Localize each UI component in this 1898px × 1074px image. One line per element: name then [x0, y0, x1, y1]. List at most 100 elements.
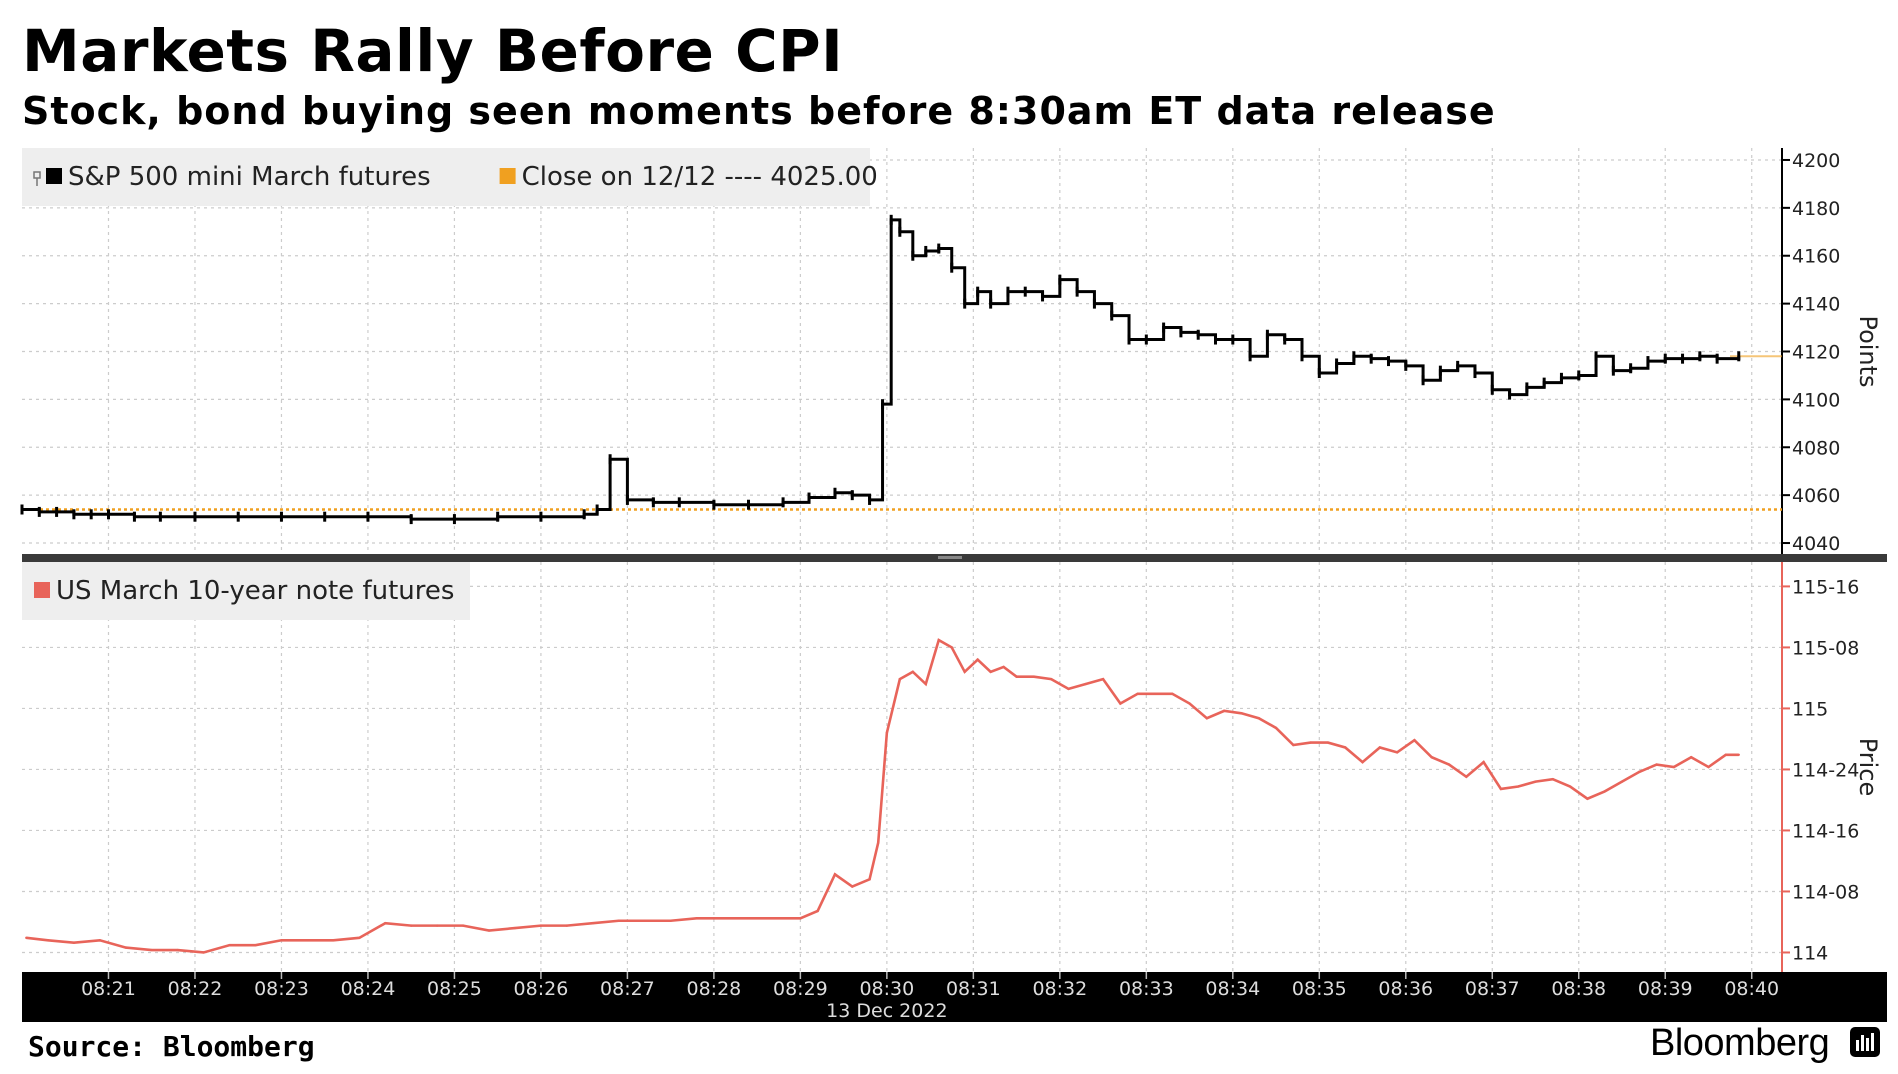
legend-swatch [46, 168, 62, 184]
spx-panel: 4200 4180 4160 4140 4120 4100 4080 4060 4040 Poin… [20, 148, 1882, 555]
x-tick-label: 08:27 [600, 978, 655, 1000]
bond-data-point [1430, 756, 1433, 759]
bond-data-point [150, 948, 153, 952]
x-tick-label: 08:38 [1551, 978, 1606, 1000]
bond-data-point [963, 670, 966, 674]
chart-title: Markets Rally Before CPI [22, 17, 844, 85]
bond-data-point [1205, 716, 1209, 720]
bond-data-point [1482, 760, 1485, 764]
bond-data-point [721, 917, 724, 920]
bloomberg-terminal-icon [1850, 1027, 1880, 1057]
bond-data-point [1465, 775, 1468, 778]
x-tick-label: 08:39 [1638, 978, 1693, 1000]
bond-data-point [911, 670, 915, 674]
ohlc-icon [33, 171, 41, 186]
bond-data-point [358, 936, 361, 940]
x-date-label: 13 Dec 2022 [826, 1000, 947, 1022]
bond-data-point [72, 941, 76, 944]
x-tick-label: 08:40 [1724, 978, 1779, 1000]
bond-data-point [747, 917, 750, 920]
bond-data-point [1378, 746, 1382, 749]
plot-area [22, 562, 1782, 972]
x-tick-label: 08:34 [1205, 978, 1260, 1000]
bond-data-point [868, 878, 871, 881]
bond-data-point [1240, 712, 1243, 715]
x-tick-label: 08:32 [1032, 978, 1087, 1000]
brand-logo: Bloomberg [1650, 1022, 1830, 1064]
bond-data-point [591, 921, 595, 925]
bond-data-point [976, 658, 979, 661]
bond-data-point [565, 924, 569, 927]
x-tick-label: 08:37 [1465, 978, 1520, 1000]
bond-data-point [202, 951, 205, 954]
y-tick-label: 4120 [1792, 342, 1840, 364]
bond-data-point [1638, 770, 1641, 774]
bond-data-point [1049, 677, 1053, 681]
y-tick-label: 4080 [1792, 437, 1840, 459]
y-axis-title: Price [1854, 738, 1882, 797]
bond-data-point [1067, 687, 1070, 691]
y-tick-label: 114-08 [1792, 881, 1859, 903]
y-tick-label: 115-16 [1792, 576, 1859, 598]
source-note: Source: Bloomberg [28, 1030, 315, 1063]
bond-data-point [816, 909, 819, 913]
x-axis-band [22, 972, 1887, 1022]
bond-data-point [25, 936, 28, 940]
bond-data-point [254, 943, 257, 947]
bond-data-point [1084, 682, 1087, 686]
bond-data-point [1292, 743, 1295, 747]
bond-data-point [937, 638, 940, 642]
bond-data-point [1689, 756, 1693, 759]
x-tick-label: 08:22 [168, 978, 223, 1000]
y-tick-label: 4140 [1792, 294, 1840, 316]
x-tick-label: 08:21 [81, 978, 136, 1000]
bond-data-point [1707, 765, 1710, 769]
x-tick-label: 08:30 [859, 978, 914, 1000]
y-tick-label: 115 [1792, 698, 1828, 720]
bond-data-point [1499, 787, 1503, 791]
x-tick-label: 08:25 [427, 978, 482, 1000]
bond-data-point [1586, 797, 1589, 800]
x-tick-label: 08:24 [341, 978, 396, 1000]
bond-data-point [98, 939, 102, 942]
bond-data-point [1153, 692, 1157, 695]
bond-data-point [409, 924, 413, 927]
bond-data-point [539, 924, 543, 927]
bond-data-point [617, 919, 620, 922]
bond-data-point [669, 919, 672, 922]
chart-canvas: 4200 4180 4160 4140 4120 4100 4080 4060 4040 Poin… [20, 148, 1887, 1022]
y-tick-label: 115-08 [1792, 637, 1859, 659]
bond-data-point [1361, 760, 1364, 764]
bond-data-point [1447, 763, 1451, 766]
bond-data-point [1171, 692, 1174, 695]
y-tick-label: 114-16 [1792, 820, 1859, 842]
legend-swatch [34, 582, 50, 598]
legend-box [22, 148, 870, 206]
panel-divider-grip [938, 556, 962, 559]
bond-data-point [1344, 746, 1347, 749]
bond-data-point [1309, 741, 1312, 744]
bond-data-point [1002, 665, 1005, 669]
bond-data-point [1568, 785, 1572, 788]
bond-data-point [799, 917, 802, 920]
bond-data-point [1620, 780, 1624, 783]
bond-data-point [1274, 726, 1278, 730]
bond-data-point [1015, 675, 1018, 678]
y-tick-label: 4060 [1792, 485, 1840, 507]
legend-swatch [499, 168, 516, 184]
y-tick-label: 4100 [1792, 389, 1840, 411]
x-axis: 08:21 08:22 08:23 08:24 08:25 08:26 08:27 08:28… [22, 972, 1887, 1022]
bond-data-point [643, 919, 646, 922]
bond-data-point [1395, 751, 1399, 754]
x-tick-label: 08:23 [254, 978, 309, 1000]
legend-label: S&P 500 mini March futures [68, 162, 431, 192]
bond-panel: 115-16 115-08 115 114-24 114-16 114-08 114 Pric… [22, 562, 1882, 972]
bond-data-point [487, 929, 491, 932]
bond-data-point [989, 670, 992, 674]
bond-data-point [1257, 716, 1260, 720]
legend-label: US March 10-year note futures [56, 576, 454, 606]
x-tick-label: 08:31 [946, 978, 1001, 1000]
bond-data-point [1188, 702, 1191, 705]
bond-data-point [851, 885, 854, 888]
bond-data-point [695, 917, 698, 920]
